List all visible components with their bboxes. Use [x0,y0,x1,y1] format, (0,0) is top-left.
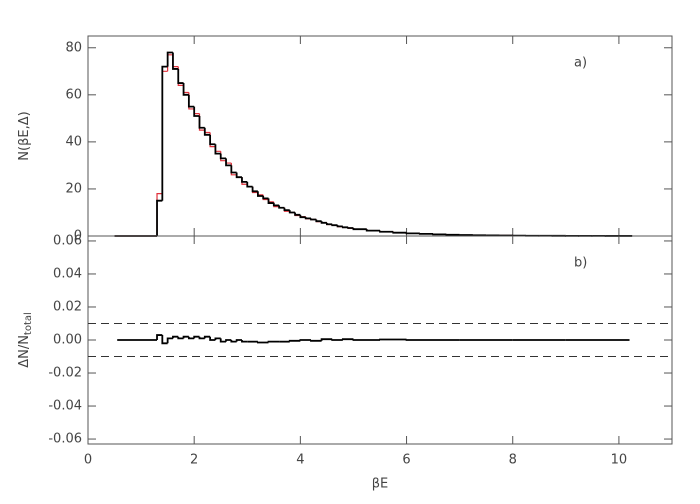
histogram-step [295,212,300,214]
histogram-step [269,342,280,343]
y-axis-label-main: ΔN/N [17,335,32,368]
panel-label: a) [574,56,587,71]
x-tick-label: 4 [296,453,304,468]
histogram-step [407,233,420,234]
histogram-step [157,201,162,236]
y-tick-label: 0.06 [53,233,82,248]
y-tick-label: 20 [65,181,82,196]
x-axis-label: βE [372,477,389,492]
histogram-step [311,218,316,219]
histogram-step [168,338,173,343]
histogram-step [380,231,393,232]
histogram-step [269,198,274,203]
histogram-step [242,177,247,182]
y-tick-label: -0.06 [48,432,82,447]
histogram-step [210,135,215,144]
histogram-step [353,228,366,229]
histogram-step [253,187,258,192]
histogram-step [247,182,252,187]
histogram-step [338,225,343,226]
histogram-step [162,67,167,201]
y-tick-label: -0.02 [48,366,82,381]
histogram-step [322,339,333,341]
histogram-step [205,128,210,135]
histogram-step [199,116,204,128]
y-axis-label-main: N(βE,Δ) [17,111,32,160]
histogram-step [221,154,226,159]
histogram-step [332,339,343,340]
panel-label: b) [574,256,587,271]
histogram-step [290,210,295,212]
histogram-step [311,340,322,341]
histogram-step [284,208,289,210]
histogram-step [231,165,236,172]
histogram-step [194,107,199,116]
y-tick-label: 0.04 [53,266,82,281]
histogram-step [263,196,268,198]
histogram-step [274,203,279,205]
histogram-step [306,217,311,218]
histogram-step [242,340,247,342]
y-tick-label: -0.04 [48,399,82,414]
histogram-step [343,339,354,340]
histogram-step [322,221,327,223]
series [115,52,633,236]
y-tick-label: 80 [65,40,82,55]
histogram-step [300,340,311,341]
y-tick-label: 60 [65,87,82,102]
series [115,55,633,236]
x-tick-label: 10 [611,453,628,468]
histogram-step [332,224,337,225]
histogram-step [327,223,332,224]
histogram-step [290,341,301,342]
histogram-step [237,172,242,177]
series [117,335,629,343]
x-tick-label: 0 [84,453,92,468]
histogram-step [279,205,284,207]
y-axis-label: N(βE,Δ) [17,111,32,160]
histogram-step [316,220,321,222]
histogram-step [226,158,231,165]
histogram-step [215,144,220,153]
y-axis-label-sub: total [23,312,34,335]
histogram-step [258,342,269,343]
y-tick-label: 0.00 [53,333,82,348]
x-tick-label: 2 [190,453,198,468]
x-tick-label: 8 [509,453,517,468]
y-axis-label: ΔN/Ntotal [17,312,35,368]
histogram-step [258,191,263,196]
histogram-step [367,229,380,230]
y-tick-label: 40 [65,134,82,149]
histogram-step [393,232,406,233]
histogram-step [348,227,353,228]
histogram-step [343,226,348,227]
histogram-step [189,95,194,107]
histogram-step [300,215,305,217]
x-tick-label: 6 [402,453,410,468]
y-tick-label: 0.02 [53,299,82,314]
histogram-step [178,69,183,83]
histogram-step [353,339,380,340]
